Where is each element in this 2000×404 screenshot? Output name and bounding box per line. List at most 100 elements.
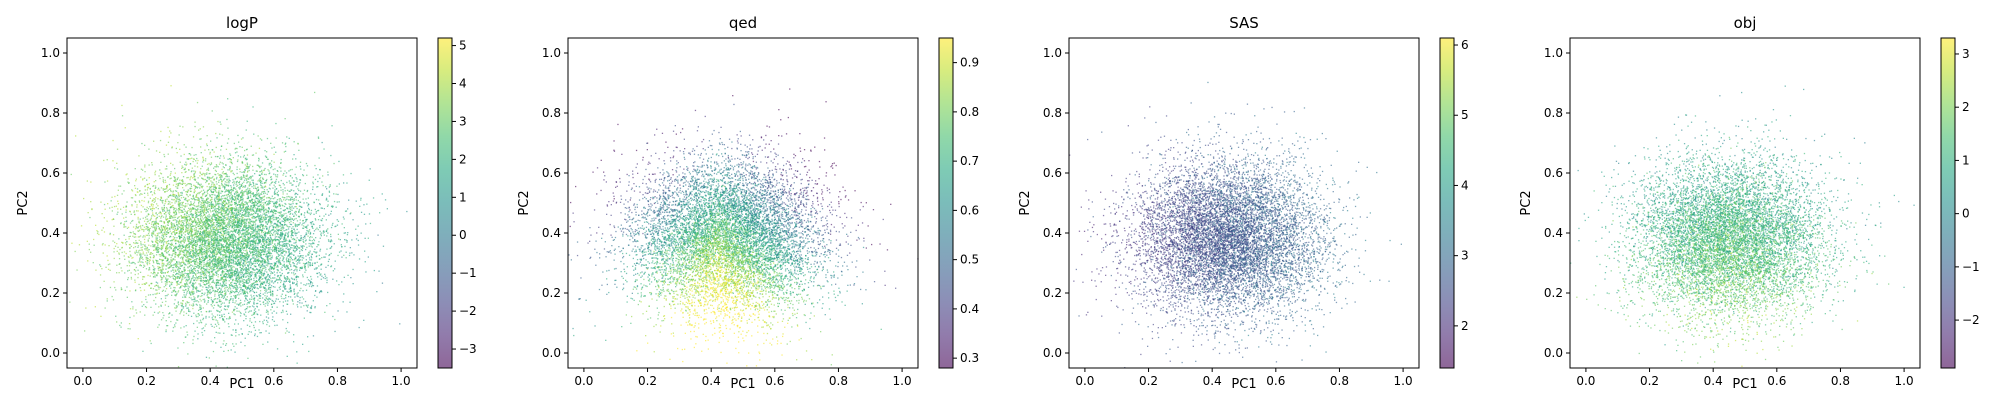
data-point — [196, 239, 198, 241]
data-point — [306, 174, 308, 176]
data-point — [249, 300, 251, 303]
data-point — [247, 277, 249, 280]
data-point — [191, 239, 193, 241]
data-point — [209, 273, 211, 275]
data-point — [231, 260, 233, 262]
data-point — [221, 209, 223, 212]
data-point — [200, 152, 202, 154]
data-point — [236, 160, 239, 163]
data-point — [283, 280, 285, 282]
data-point — [162, 188, 164, 190]
data-point — [220, 254, 222, 256]
data-point — [192, 253, 194, 255]
data-point — [330, 247, 332, 249]
data-point — [303, 222, 306, 224]
data-point — [263, 186, 266, 188]
data-point — [266, 238, 268, 240]
data-point — [241, 224, 243, 226]
data-point — [203, 210, 206, 212]
data-point — [299, 299, 301, 302]
data-point — [268, 297, 270, 299]
data-point — [272, 219, 274, 221]
data-point — [247, 170, 249, 172]
data-point — [234, 286, 236, 289]
data-point — [256, 255, 258, 258]
data-point — [117, 203, 120, 205]
data-point — [183, 214, 186, 216]
data-point — [206, 294, 208, 296]
data-point — [249, 207, 251, 209]
data-point — [202, 318, 204, 321]
data-point — [149, 259, 151, 262]
data-point — [306, 229, 308, 232]
data-point — [152, 221, 154, 223]
data-point — [187, 176, 189, 179]
data-point — [285, 172, 288, 174]
data-point — [221, 215, 224, 217]
data-point — [205, 158, 207, 160]
data-point — [134, 233, 137, 236]
data-point — [243, 268, 246, 270]
data-point — [350, 172, 352, 175]
data-point — [228, 191, 230, 193]
data-point — [195, 160, 197, 162]
data-point — [327, 291, 329, 294]
data-point — [196, 251, 198, 253]
data-point — [204, 252, 207, 254]
data-point — [258, 216, 260, 218]
data-point — [265, 288, 267, 290]
data-point — [105, 266, 107, 268]
data-point — [146, 221, 148, 223]
data-point — [235, 220, 237, 222]
data-point — [336, 280, 338, 282]
data-point — [190, 234, 192, 236]
data-point — [157, 267, 159, 270]
data-point — [137, 245, 140, 247]
data-point — [173, 231, 175, 233]
data-point — [166, 231, 168, 233]
data-point — [214, 236, 216, 239]
data-point — [311, 284, 313, 286]
data-point — [233, 184, 235, 186]
data-point — [267, 265, 269, 267]
data-point — [235, 213, 238, 215]
data-point — [204, 223, 206, 225]
data-point — [320, 233, 322, 236]
data-point — [245, 234, 248, 236]
data-point — [116, 243, 118, 245]
data-point — [276, 261, 278, 263]
data-point — [233, 182, 236, 184]
data-point — [165, 235, 168, 238]
data-point — [160, 173, 163, 175]
data-point — [221, 233, 223, 235]
data-point — [220, 274, 222, 276]
data-point — [193, 296, 195, 298]
data-point — [130, 278, 133, 280]
data-point — [240, 256, 242, 258]
data-point — [119, 248, 121, 251]
data-point — [302, 236, 305, 239]
data-point — [199, 175, 201, 177]
data-point — [298, 223, 301, 226]
data-point — [319, 225, 321, 227]
data-point — [272, 282, 275, 284]
data-point — [146, 206, 148, 208]
data-point — [193, 261, 195, 263]
data-point — [243, 284, 245, 286]
data-point — [155, 150, 158, 152]
data-point — [282, 228, 284, 230]
data-point — [193, 229, 196, 232]
data-point — [221, 302, 223, 304]
data-point — [186, 214, 188, 216]
data-point — [235, 296, 237, 298]
data-point — [173, 290, 175, 293]
data-point — [178, 233, 180, 235]
data-point — [137, 338, 139, 340]
data-point — [284, 286, 286, 288]
data-point — [313, 268, 316, 270]
data-point — [186, 216, 188, 218]
data-point — [262, 282, 265, 284]
data-point — [268, 212, 270, 214]
data-point — [346, 241, 348, 243]
data-point — [192, 307, 194, 310]
